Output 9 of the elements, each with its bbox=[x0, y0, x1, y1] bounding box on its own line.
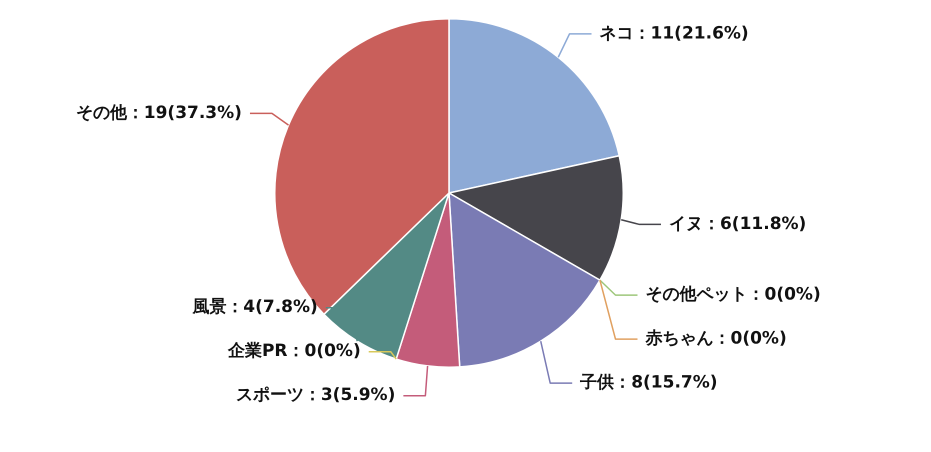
slice-label: その他：19(37.3%) bbox=[76, 102, 242, 123]
slice-label: ネコ：11(21.6%) bbox=[600, 23, 749, 44]
category-label: 赤ちゃん：0(0%) bbox=[645, 328, 787, 349]
category-label: 企業PR：0(0%) bbox=[228, 341, 361, 362]
legend-label: その他ペット：0(0%) bbox=[645, 284, 821, 305]
slice-label: イヌ：6(11.8%) bbox=[668, 214, 806, 234]
slice-label: 風景：4(7.8%) bbox=[191, 297, 318, 318]
slice-label: スポーツ：3(5.9%) bbox=[236, 385, 396, 406]
slice-label: 子供：8(15.7%) bbox=[579, 372, 718, 393]
